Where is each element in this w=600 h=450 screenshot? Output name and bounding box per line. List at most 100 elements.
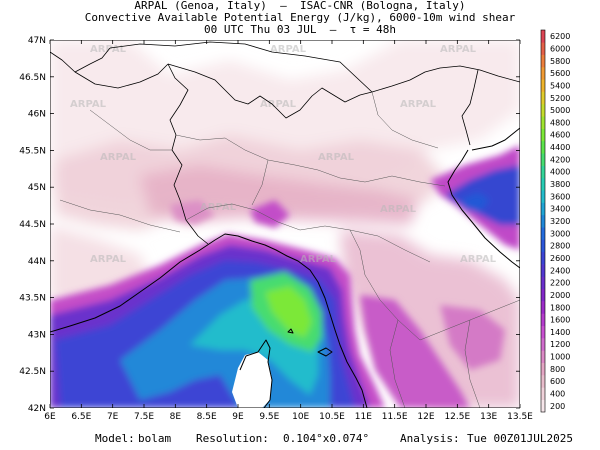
- region-border: [185, 203, 301, 231]
- lat-tick-label: 46.5N: [19, 73, 46, 83]
- colorbar-swatch: [541, 387, 545, 400]
- colorbar-label: 4200: [550, 155, 570, 164]
- border-switzerland-italy: [167, 63, 373, 119]
- lat-tick-label: 42.5N: [19, 367, 46, 377]
- colorbar-swatch: [541, 264, 545, 277]
- colorbar-label: 2000: [550, 291, 570, 300]
- lon-tick-label: 12.5E: [444, 412, 470, 422]
- title-line-3: 00 UTC Thu 03 JUL — τ = 48h: [203, 23, 397, 36]
- colorbar-label: 2600: [550, 254, 570, 263]
- colorbar-swatch: [541, 30, 545, 43]
- colorbar-label: 1200: [550, 340, 570, 349]
- colorbar-swatch: [541, 276, 545, 290]
- watermark-text: ARPAL: [100, 152, 137, 163]
- analysis-label: Analysis:: [400, 432, 460, 445]
- colorbar-label: 1800: [550, 303, 570, 312]
- region-border: [251, 159, 269, 206]
- region-border: [464, 319, 481, 408]
- region-borders: [59, 91, 520, 408]
- border-france-switzerland: [50, 47, 111, 73]
- colorbar-swatch: [541, 239, 545, 253]
- model-value: bolam: [138, 432, 172, 445]
- watermark-text: ARPAL: [200, 202, 237, 213]
- colorbar-label: 4400: [550, 143, 570, 152]
- colorbar-swatch: [541, 350, 545, 364]
- colorbar-swatch: [541, 251, 545, 265]
- colorbar-label: 800: [550, 365, 565, 374]
- elba-island: [317, 347, 333, 357]
- cape-field: [50, 40, 520, 408]
- colorbar-label: 3800: [550, 180, 570, 189]
- colorbar-frame: [540, 29, 546, 413]
- colorbar-swatch: [541, 153, 545, 166]
- cape-field-mid: [170, 145, 520, 408]
- colorbar-swatch: [541, 66, 545, 80]
- colorbar-label: 5400: [550, 81, 570, 90]
- colorbar-label: 600: [550, 377, 565, 386]
- colorbar-swatch: [541, 190, 545, 203]
- lat-tick-label: 44.5N: [19, 220, 46, 230]
- lat-tick-label: 46N: [28, 110, 46, 120]
- colorbar-label: 6200: [550, 32, 570, 41]
- lon-tick-label: 7E: [107, 412, 119, 422]
- colorbar-swatch: [541, 54, 545, 68]
- coastlines: [50, 127, 520, 408]
- lon-tick-label: 8E: [170, 412, 182, 422]
- region-border: [349, 229, 421, 341]
- axis-labels: 6E 6.5E 7E 7.5E 8E 8.5E 9E 9.5E 10E 10.5E 11E 11.5E…: [19, 36, 533, 422]
- colorbar-label: 5800: [550, 57, 570, 66]
- colorbar-label: 2800: [550, 242, 570, 251]
- watermark-text: ARPAL: [70, 99, 107, 110]
- colorbar-label: 1000: [550, 353, 570, 362]
- lon-tick-label: 11.5E: [382, 412, 408, 422]
- plot-area: ARPAL ARPAL ARPAL ARPAL ARPAL ARPAL ARPA…: [50, 40, 520, 408]
- colorbar-swatch: [541, 288, 545, 302]
- colorbar-label: 3400: [550, 205, 570, 214]
- lon-tick-label: 9.5E: [259, 412, 279, 422]
- border-austria-italy: [371, 65, 520, 93]
- lon-tick-label: 13.5E: [507, 412, 533, 422]
- lon-tick-label: 6E: [44, 412, 56, 422]
- watermark-text: ARPAL: [460, 254, 497, 265]
- resolution-value: 0.104°x0.074°: [283, 432, 370, 445]
- colorbar-swatch: [541, 362, 545, 376]
- colorbar-label: 2400: [550, 266, 570, 275]
- watermark-text: ARPAL: [260, 99, 297, 110]
- lat-tick-label: 45N: [28, 183, 46, 193]
- colorbar-label: 4800: [550, 118, 570, 127]
- lon-tick-label: 10E: [292, 412, 309, 422]
- lon-tick-label: 8.5E: [197, 412, 217, 422]
- colorbar-swatch: [541, 165, 545, 179]
- colorbar-swatch: [541, 79, 545, 92]
- colorbar-label: 200: [550, 402, 565, 411]
- colorbar-label: 5600: [550, 69, 570, 78]
- colorbar-label: 1400: [550, 328, 570, 337]
- watermark-text: ARPAL: [380, 204, 417, 215]
- colorbar-swatch: [541, 214, 545, 228]
- lon-tick-label: 9E: [232, 412, 244, 422]
- lat-tick-label: 44N: [28, 257, 46, 267]
- colorbar-label: 3600: [550, 192, 570, 201]
- footer: Model: bolam Resolution: 0.104°x0.074° A…: [0, 432, 600, 448]
- colorbar-label: 3200: [550, 217, 570, 226]
- watermark-text: ARPAL: [318, 152, 355, 163]
- colorbar-swatch: [541, 177, 545, 191]
- model-label: Model:: [95, 432, 135, 445]
- lat-tick-label: 43N: [28, 330, 46, 340]
- colorbar-swatch: [541, 103, 545, 117]
- colorbar-swatch: [541, 42, 545, 55]
- region-border: [317, 169, 446, 187]
- colorbar-swatch: [541, 128, 545, 142]
- colorbar-label: 5200: [550, 94, 570, 103]
- region-border: [371, 91, 439, 149]
- colorbar-label: 6000: [550, 44, 570, 53]
- border-france-switzerland-south: [74, 63, 169, 89]
- cape-field-sea: [50, 234, 385, 408]
- lat-tick-label: 47N: [28, 36, 46, 46]
- watermark-text: ARPAL: [440, 44, 477, 55]
- colorbar-label: 4600: [550, 131, 570, 140]
- region-border: [389, 319, 406, 408]
- region-border: [59, 199, 181, 233]
- watermark-text: ARPAL: [270, 44, 307, 55]
